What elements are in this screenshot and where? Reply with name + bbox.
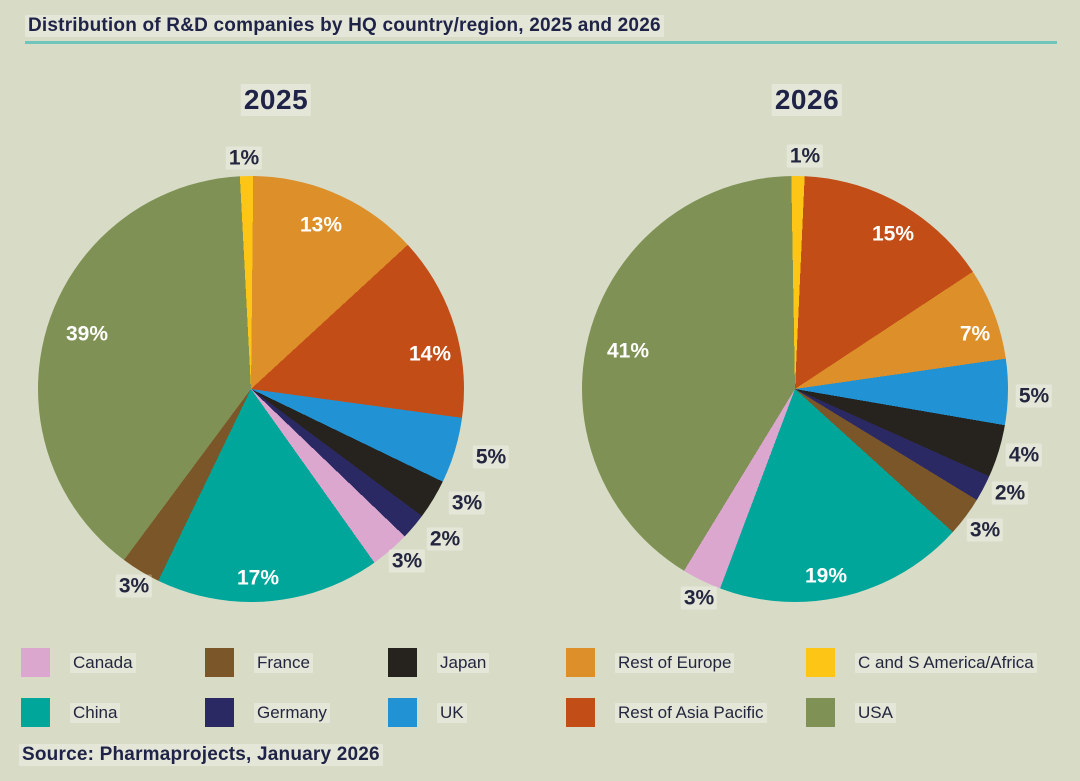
pie-percent-label-2025-germany: 2% <box>426 527 464 551</box>
legend-swatch-japan <box>388 648 417 677</box>
pie-percent-label-2026-china: 19% <box>804 564 848 588</box>
chart-title-2026: 2026 <box>771 84 843 116</box>
legend-swatch-china <box>21 698 50 727</box>
pie-percent-label-2026-germany: 2% <box>991 481 1029 505</box>
pie-percent-label-2025-rest-of-asia-pacific: 14% <box>408 342 452 366</box>
legend-label: France <box>254 652 313 673</box>
legend-label: C and S America/Africa <box>855 652 1037 673</box>
legend-label: Germany <box>254 702 330 723</box>
legend-swatch-rest-of-asia-pacific <box>566 698 595 727</box>
pie-percent-label-2025-france: 3% <box>115 574 153 598</box>
legend-label: UK <box>437 702 467 723</box>
pie-percent-label-2025-canada: 3% <box>388 549 426 573</box>
pie-percent-label-2025-rest-of-europe: 13% <box>299 213 343 237</box>
pie-percent-label-2026-rest-of-asia-pacific: 15% <box>871 222 915 246</box>
legend-label: China <box>70 702 121 723</box>
pie-percent-label-2026-canada: 3% <box>680 586 718 610</box>
legend-item-germany: Germany <box>205 698 330 727</box>
legend-item-canada: Canada <box>21 648 136 677</box>
pie-percent-label-2026-usa: 41% <box>606 339 650 363</box>
pie-percent-label-2026-uk: 5% <box>1015 384 1053 408</box>
pie-percent-label-2026-c-and-s-america-africa: 1% <box>786 144 824 168</box>
legend-item-rest-of-asia-pacific: Rest of Asia Pacific <box>566 698 767 727</box>
legend-swatch-usa <box>806 698 835 727</box>
pie-percent-label-2025-uk: 5% <box>472 445 510 469</box>
title-underline <box>25 41 1057 44</box>
legend-label: Rest of Europe <box>615 652 735 673</box>
legend-item-usa: USA <box>806 698 896 727</box>
chart-title-2025: 2025 <box>240 84 312 116</box>
legend-swatch-uk <box>388 698 417 727</box>
legend-item-uk: UK <box>388 698 467 727</box>
legend-label: USA <box>855 702 896 723</box>
pie-percent-label-2025-japan: 3% <box>448 491 486 515</box>
pie-percent-label-2026-france: 3% <box>966 518 1004 542</box>
legend-label: Japan <box>437 652 490 673</box>
pie-percent-label-2026-rest-of-europe: 7% <box>959 322 991 346</box>
legend-swatch-canada <box>21 648 50 677</box>
source-note: Source: Pharmaprojects, January 2026 <box>19 744 383 766</box>
pie-chart-2025 <box>38 176 464 602</box>
legend-swatch-rest-of-europe <box>566 648 595 677</box>
legend-item-rest-of-europe: Rest of Europe <box>566 648 735 677</box>
legend-swatch-germany <box>205 698 234 727</box>
legend-label: Rest of Asia Pacific <box>615 702 767 723</box>
legend-item-china: China <box>21 698 121 727</box>
pie-percent-label-2025-china: 17% <box>236 566 280 590</box>
legend-swatch-c-and-s-america-africa <box>806 648 835 677</box>
legend-swatch-france <box>205 648 234 677</box>
pie-percent-label-2026-japan: 4% <box>1005 443 1043 467</box>
legend-item-france: France <box>205 648 313 677</box>
legend-label: Canada <box>70 652 136 673</box>
legend-item-c-and-s-america-africa: C and S America/Africa <box>806 648 1037 677</box>
pie-percent-label-2025-usa: 39% <box>65 322 109 346</box>
pie-chart-2026 <box>582 176 1008 602</box>
figure-title: Distribution of R&D companies by HQ coun… <box>25 15 664 37</box>
legend-item-japan: Japan <box>388 648 490 677</box>
pie-percent-label-2025-c-and-s-america-africa: 1% <box>225 146 263 170</box>
